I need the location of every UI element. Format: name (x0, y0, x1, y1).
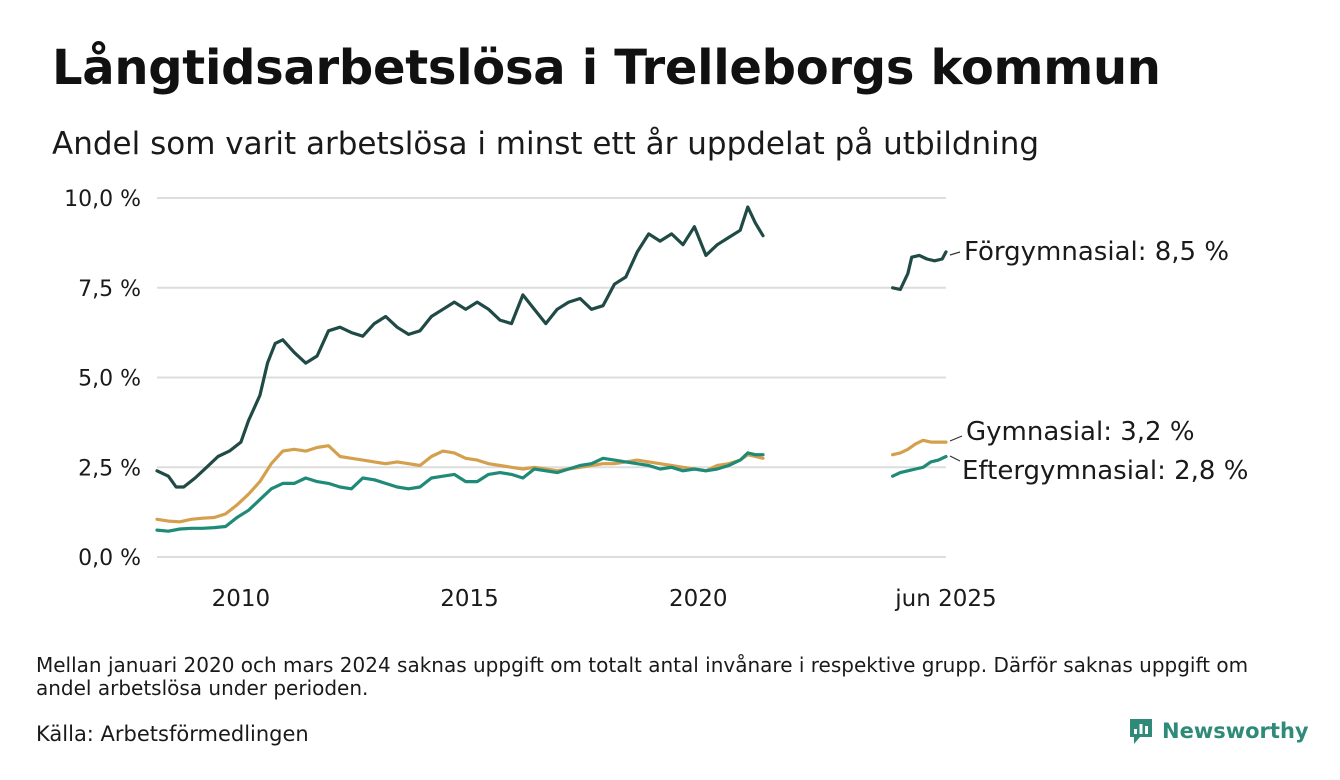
x-tick-label: 2010 (212, 586, 271, 612)
series-end-labels: Förgymnasial: 8,5 % Gymnasial: 3,2 % Efter… (949, 237, 1248, 486)
x-tick-label: jun 2025 (894, 586, 996, 612)
series-lines (155, 205, 948, 533)
x-tick-label: 2015 (440, 586, 499, 612)
series-line-forgymnasial-recent (891, 250, 948, 292)
line-chart: 0,0 % 2,5 % 5,0 % 7,5 % 10,0 % 2010 2015 2020 j… (64, 187, 1248, 612)
y-tick-label: 5,0 % (78, 367, 141, 392)
series-end-label-gymnasial: Gymnasial: 3,2 % (966, 417, 1195, 447)
chart-title: Långtidsarbetslösa i Trelleborgs kommun (52, 40, 1161, 96)
footnote: Mellan januari 2020 och mars 2024 saknas… (36, 653, 1249, 700)
chart-subtitle: Andel som varit arbetslösa i minst ett å… (52, 126, 1040, 162)
x-axis-ticks: 2010 2015 2020 jun 2025 (212, 586, 997, 612)
series-line-forgymnasial (155, 205, 765, 489)
x-tick-label: 2020 (669, 586, 728, 612)
series-line-gymnasial (155, 444, 765, 524)
gridlines (157, 197, 946, 558)
y-tick-label: 7,5 % (78, 277, 141, 302)
y-tick-label: 10,0 % (64, 187, 141, 212)
label-leader-line (949, 251, 961, 256)
brand-logo: Newsworthy (1128, 716, 1309, 746)
series-end-label-forgymnasial: Förgymnasial: 8,5 % (964, 237, 1229, 267)
brand-name: Newsworthy (1162, 719, 1309, 743)
newsworthy-logo-icon (1130, 719, 1152, 744)
source-credit: Källa: Arbetsförmedlingen (36, 722, 309, 746)
y-tick-label: 0,0 % (78, 546, 141, 571)
series-line-eftergymnasial (155, 451, 765, 533)
series-line-gymnasial-recent (891, 438, 948, 457)
series-end-label-eftergymnasial: Eftergymnasial: 2,8 % (962, 456, 1248, 486)
label-leader-line (949, 435, 963, 442)
label-leader-line (949, 455, 961, 462)
y-axis-ticks: 0,0 % 2,5 % 5,0 % 7,5 % 10,0 % (64, 187, 141, 571)
series-line-eftergymnasial-recent (891, 454, 948, 478)
y-tick-label: 2,5 % (78, 456, 141, 481)
